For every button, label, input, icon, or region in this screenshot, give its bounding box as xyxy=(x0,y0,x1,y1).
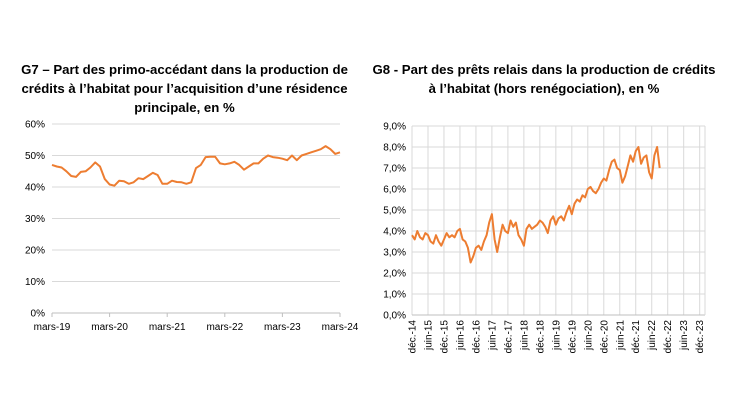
g8-x-tick-label: juin-23 xyxy=(679,320,690,351)
g8-x-tick-label: juin-22 xyxy=(647,320,658,351)
g7-y-tick-label: 0% xyxy=(31,309,46,320)
g8-x-tick-label: déc.-22 xyxy=(663,320,674,354)
g8-x-tick-label: juin-16 xyxy=(455,320,466,351)
chart-g8-panel: G8 - Part des prêts relais dans la produ… xyxy=(365,0,730,410)
g8-x-tick-label: déc.-21 xyxy=(631,320,642,354)
chart-g8-plot: 0,0% 1,0% 2,0% 3,0% 4,0% 5,0% 6,0% 7,0% 8,0% 9,0%… xyxy=(383,122,706,354)
g7-x-tick-label: mars-19 xyxy=(34,322,71,333)
g7-x-tick-label: mars-20 xyxy=(91,322,128,333)
chart-g7-title: G7 – Part des primo-accédant dans la pro… xyxy=(21,62,348,115)
chart-g8-title: G8 - Part des prêts relais dans la produ… xyxy=(372,62,716,96)
g7-y-tick-label: 60% xyxy=(25,120,45,131)
g8-y-tick-label: 6,0% xyxy=(383,185,406,196)
g8-y-tick-label: 2,0% xyxy=(383,269,406,280)
g8-y-tick-label: 9,0% xyxy=(383,122,406,133)
g8-x-tick-label: juin-18 xyxy=(519,320,530,351)
chart-g7-panel: G7 – Part des primo-accédant dans la pro… xyxy=(21,62,359,334)
g7-x-tick-label: mars-22 xyxy=(206,322,243,333)
g8-y-tick-label: 5,0% xyxy=(383,206,406,217)
g7-y-tick-label: 40% xyxy=(25,183,45,194)
g8-y-tick-label: 1,0% xyxy=(383,290,406,301)
g8-x-tick-label: déc.-17 xyxy=(503,320,514,354)
g7-x-tick-label: mars-23 xyxy=(264,322,301,333)
g8-y-tick-label: 3,0% xyxy=(383,248,406,259)
g8-x-tick-label: déc.-16 xyxy=(471,320,482,354)
g7-y-tick-label: 50% xyxy=(25,151,45,162)
g8-x-tick-label: déc.-23 xyxy=(695,320,706,354)
g7-x-tick-label: mars-21 xyxy=(149,322,186,333)
g8-x-tick-label: juin-21 xyxy=(615,320,626,351)
chart-g7-plot: 0% 10% 20% 30% 40% 50% 60% mars-19 mars-20 mars-2… xyxy=(25,120,359,334)
g8-x-tick-label: juin-20 xyxy=(583,320,594,351)
g8-x-tick-label: déc.-19 xyxy=(567,320,578,354)
g7-y-tick-label: 10% xyxy=(25,277,45,288)
g7-y-tick-label: 30% xyxy=(25,214,45,225)
g8-x-tick-label: juin-17 xyxy=(487,320,498,351)
g8-x-tick-label: déc.-20 xyxy=(599,320,610,354)
g8-x-tick-label: juin-15 xyxy=(424,320,435,351)
g8-x-tick-label: juin-19 xyxy=(551,320,562,351)
g8-y-tick-label: 0,0% xyxy=(383,311,406,322)
g7-series-line xyxy=(51,145,341,187)
g8-series-line xyxy=(411,146,661,264)
g7-y-tick-label: 20% xyxy=(25,246,45,257)
g8-x-tick-label: déc.-15 xyxy=(440,320,451,354)
g8-y-tick-label: 7,0% xyxy=(383,164,406,175)
g8-x-tick-label: déc.-18 xyxy=(535,320,546,354)
g8-y-tick-label: 4,0% xyxy=(383,227,406,238)
g7-x-tick-label: mars-24 xyxy=(322,322,359,333)
g8-x-tick-label: déc.-14 xyxy=(408,320,419,354)
g8-y-tick-label: 8,0% xyxy=(383,143,406,154)
